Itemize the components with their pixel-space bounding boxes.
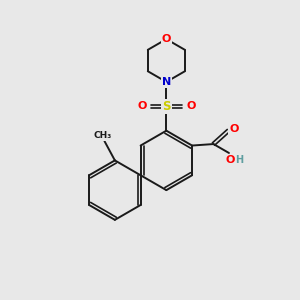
Text: CH₃: CH₃ — [94, 131, 112, 140]
Text: N: N — [162, 77, 171, 87]
Text: O: O — [137, 101, 147, 111]
Text: O: O — [162, 34, 171, 44]
Text: O: O — [226, 154, 235, 164]
Text: N: N — [162, 77, 171, 87]
Text: O: O — [186, 101, 195, 111]
Text: H: H — [235, 154, 243, 164]
Text: S: S — [162, 100, 171, 113]
Text: O: O — [229, 124, 238, 134]
